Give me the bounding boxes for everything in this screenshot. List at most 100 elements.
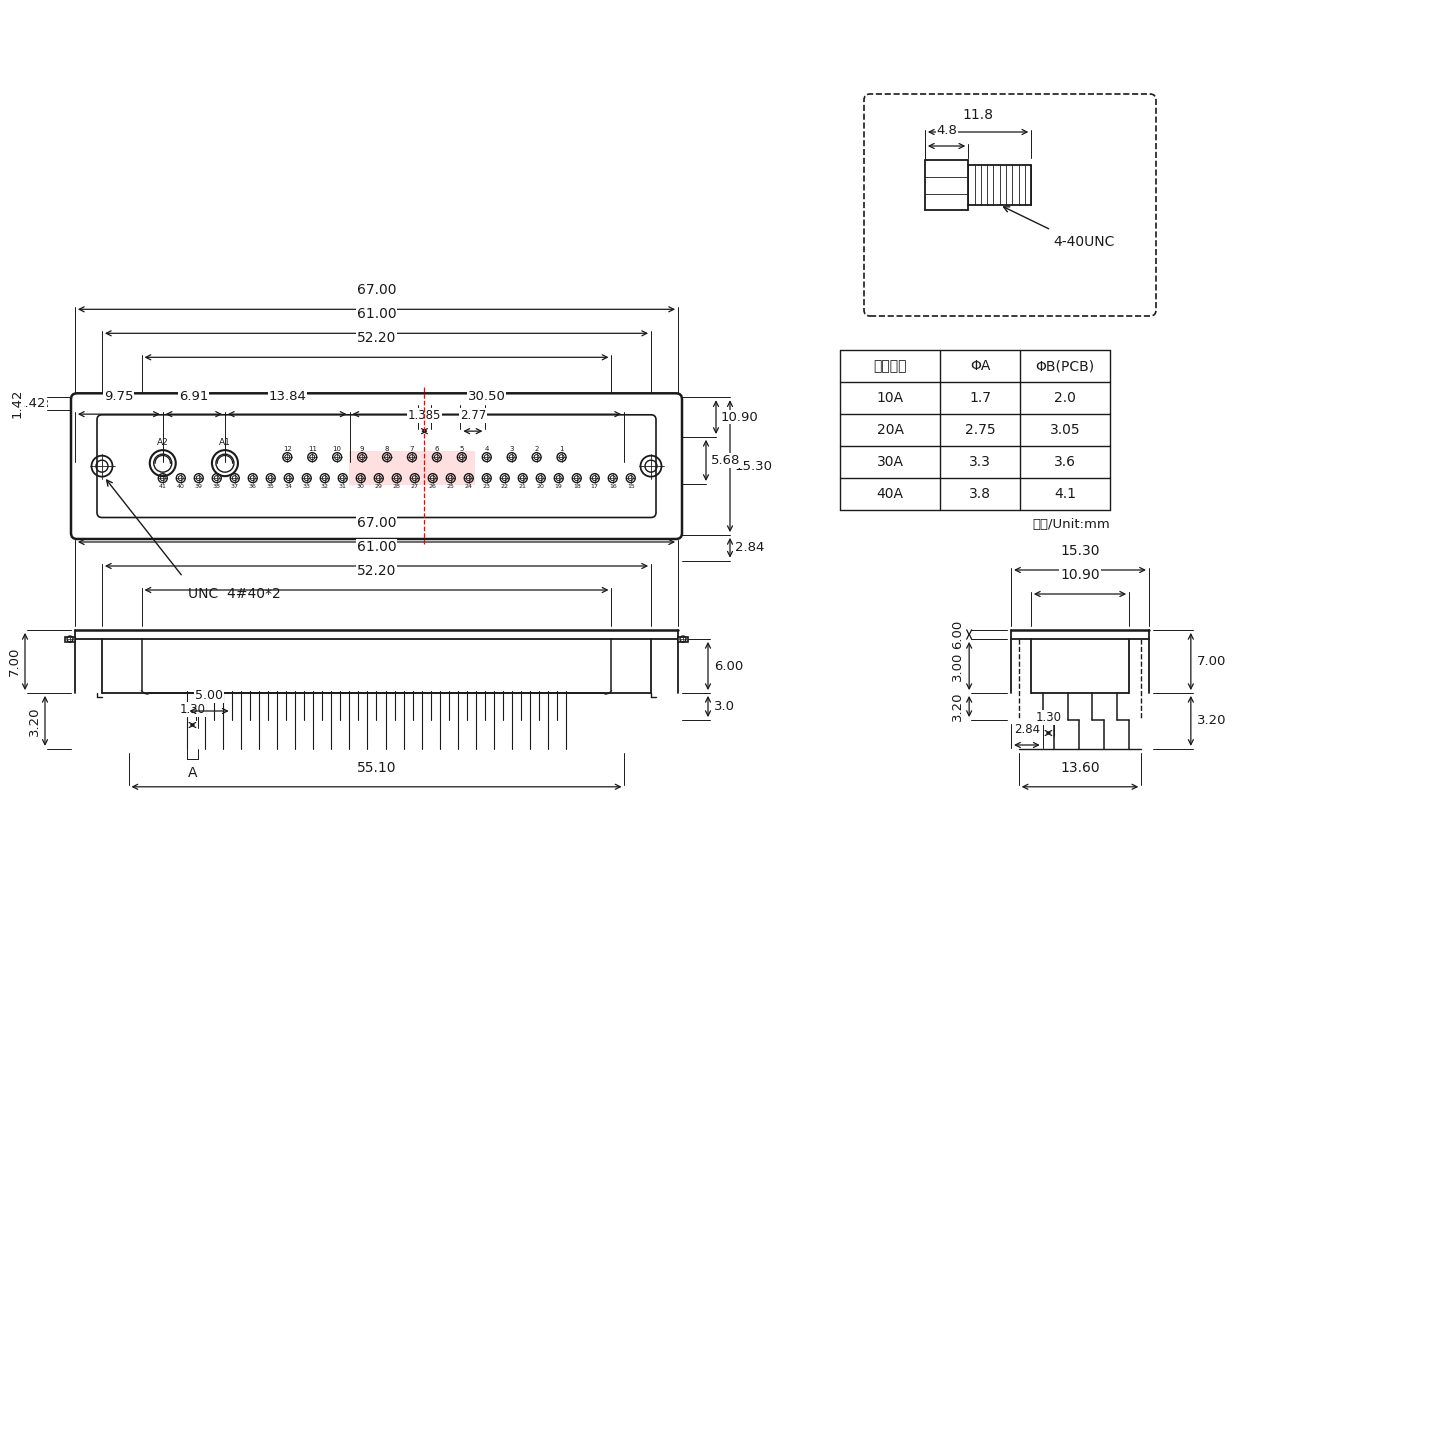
Text: 6.00: 6.00 [714, 660, 743, 672]
Text: 67.00: 67.00 [357, 284, 396, 297]
Text: 3.00: 3.00 [952, 651, 965, 681]
Text: ΦA: ΦA [969, 359, 991, 373]
Text: 28: 28 [393, 484, 400, 488]
Text: UNC  4#40*2: UNC 4#40*2 [189, 588, 281, 600]
Text: 27: 27 [410, 484, 419, 488]
Text: 10.90: 10.90 [721, 410, 759, 423]
Text: 1.30: 1.30 [1035, 711, 1061, 724]
Text: 6: 6 [435, 445, 439, 452]
Bar [348, 451, 475, 485]
Text: 52.20: 52.20 [357, 564, 396, 577]
Text: A: A [187, 766, 197, 780]
Text: ΦB(PCB): ΦB(PCB) [1035, 359, 1094, 373]
Text: 10A: 10A [877, 392, 903, 405]
Text: 18: 18 [573, 484, 580, 488]
Text: 4: 4 [485, 445, 490, 452]
Text: 23: 23 [482, 484, 491, 488]
Text: 16: 16 [609, 484, 616, 488]
Text: 24: 24 [465, 484, 472, 488]
Text: 55.10: 55.10 [357, 760, 396, 775]
Text: 6.91: 6.91 [179, 390, 209, 403]
Text: 31: 31 [338, 484, 347, 488]
Text: 1.7: 1.7 [969, 392, 991, 405]
Text: 4.8: 4.8 [936, 124, 958, 137]
Text: 11.8: 11.8 [962, 108, 994, 122]
Text: 22: 22 [501, 484, 508, 488]
Text: 38: 38 [213, 484, 220, 488]
Text: 5: 5 [459, 445, 464, 452]
Text: 34: 34 [285, 484, 292, 488]
Text: 4.1: 4.1 [1054, 487, 1076, 501]
Text: 26: 26 [429, 484, 436, 488]
Text: 1.30: 1.30 [180, 703, 206, 716]
Text: 3.20: 3.20 [27, 706, 40, 736]
Bar [678, 636, 688, 641]
Text: 9.75: 9.75 [104, 390, 134, 403]
Text: 13.60: 13.60 [1060, 760, 1100, 775]
Text: 3.20: 3.20 [1197, 714, 1227, 727]
Bar [65, 636, 75, 641]
Text: 3.0: 3.0 [714, 700, 734, 713]
Text: 20: 20 [537, 484, 544, 488]
Text: 15.30: 15.30 [1060, 544, 1100, 557]
Text: A1: A1 [219, 438, 230, 448]
Text: 10: 10 [333, 445, 341, 452]
Text: 39: 39 [194, 484, 203, 488]
Text: 2: 2 [534, 445, 539, 452]
Text: 2.77: 2.77 [459, 409, 487, 422]
Text: 19: 19 [554, 484, 563, 488]
Text: 12: 12 [282, 445, 292, 452]
Text: 61.00: 61.00 [357, 307, 396, 321]
Text: 2.84: 2.84 [1014, 723, 1040, 736]
Text: 1.42: 1.42 [17, 397, 46, 410]
Text: 5.68: 5.68 [711, 454, 740, 467]
Text: A2: A2 [157, 438, 168, 448]
Text: 40: 40 [177, 484, 184, 488]
Text: 11: 11 [308, 445, 317, 452]
Text: 7.00: 7.00 [1197, 655, 1227, 668]
Text: 单位/Unit:mm: 单位/Unit:mm [1032, 518, 1110, 531]
Text: 33: 33 [302, 484, 311, 488]
Text: 41: 41 [158, 484, 167, 488]
Text: 52.20: 52.20 [357, 331, 396, 346]
Text: 20A: 20A [877, 423, 903, 436]
Text: 额定电流: 额定电流 [873, 359, 907, 373]
Text: 1: 1 [559, 445, 564, 452]
Text: 3.3: 3.3 [969, 455, 991, 469]
Text: 2.84: 2.84 [734, 541, 765, 554]
Text: 9: 9 [360, 445, 364, 452]
Text: 3.05: 3.05 [1050, 423, 1080, 436]
Text: 10.90: 10.90 [1060, 567, 1100, 582]
Text: 3.20: 3.20 [952, 691, 965, 721]
Text: 5.00: 5.00 [194, 688, 223, 701]
Text: 3.6: 3.6 [1054, 455, 1076, 469]
Text: 37: 37 [230, 484, 239, 488]
Text: 4-40UNC: 4-40UNC [1053, 235, 1115, 249]
Text: 36: 36 [249, 484, 256, 488]
Text: 25: 25 [446, 484, 455, 488]
Text: 8: 8 [384, 445, 389, 452]
Text: 7: 7 [410, 445, 415, 452]
Text: 3: 3 [510, 445, 514, 452]
Text: 3.8: 3.8 [969, 487, 991, 501]
Text: 15.30: 15.30 [734, 459, 773, 472]
Text: 30: 30 [357, 484, 364, 488]
Text: 15: 15 [626, 484, 635, 488]
Text: 1.385: 1.385 [408, 409, 441, 422]
Text: 30A: 30A [877, 455, 903, 469]
Text: 40A: 40A [877, 487, 903, 501]
Text: 35: 35 [266, 484, 275, 488]
Text: 2.75: 2.75 [965, 423, 995, 436]
Text: 61.00: 61.00 [357, 540, 396, 554]
Text: 21: 21 [518, 484, 527, 488]
Text: 17: 17 [590, 484, 599, 488]
Text: 29: 29 [374, 484, 383, 488]
Text: 2.0: 2.0 [1054, 392, 1076, 405]
Text: 32: 32 [321, 484, 328, 488]
Text: 7.00: 7.00 [9, 647, 22, 677]
Text: 13.84: 13.84 [268, 390, 307, 403]
Text: 67.00: 67.00 [357, 516, 396, 530]
Text: 1.42: 1.42 [10, 389, 23, 419]
Text: 6.00: 6.00 [952, 619, 965, 649]
Text: 30.50: 30.50 [468, 390, 505, 403]
